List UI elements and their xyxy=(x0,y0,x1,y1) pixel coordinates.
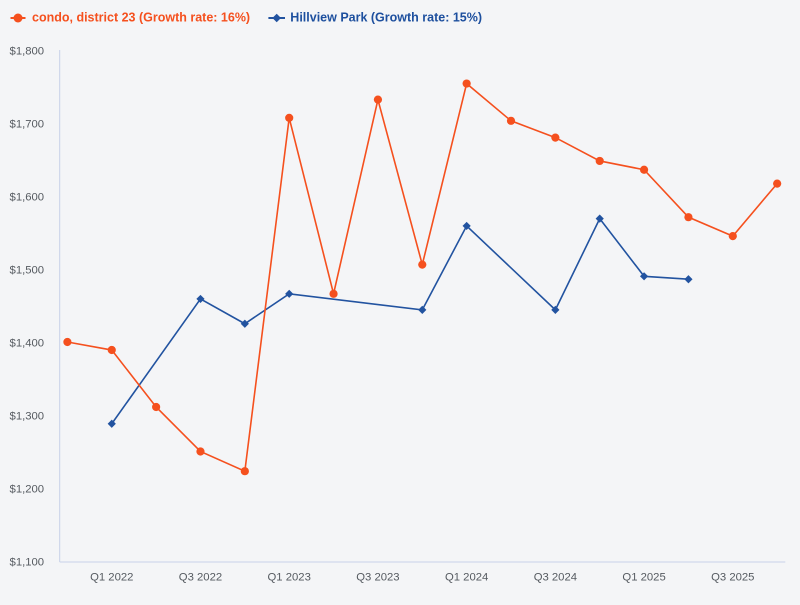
svg-text:$1,300: $1,300 xyxy=(10,411,45,423)
svg-text:$1,600: $1,600 xyxy=(10,192,45,204)
svg-text:Q3 2024: Q3 2024 xyxy=(534,572,577,584)
svg-text:Q3 2022: Q3 2022 xyxy=(179,572,222,584)
svg-text:$1,200: $1,200 xyxy=(10,484,45,496)
svg-text:$1,400: $1,400 xyxy=(10,338,45,350)
svg-text:Q1 2025: Q1 2025 xyxy=(622,572,665,584)
svg-text:$1,800: $1,800 xyxy=(10,46,45,58)
svg-text:Q3 2023: Q3 2023 xyxy=(356,572,399,584)
svg-text:Hillview Park (Growth rate: 15: Hillview Park (Growth rate: 15%) xyxy=(290,11,482,25)
svg-text:condo, district 23 (Growth rat: condo, district 23 (Growth rate: 16%) xyxy=(32,11,250,25)
svg-text:Q1 2024: Q1 2024 xyxy=(445,572,488,584)
svg-text:$1,500: $1,500 xyxy=(10,265,45,277)
svg-text:$1,700: $1,700 xyxy=(10,119,45,131)
svg-text:Q3 2025: Q3 2025 xyxy=(711,572,754,584)
svg-text:$1,100: $1,100 xyxy=(10,557,45,569)
svg-text:Q1 2023: Q1 2023 xyxy=(268,572,311,584)
svg-text:Q1 2022: Q1 2022 xyxy=(90,572,133,584)
